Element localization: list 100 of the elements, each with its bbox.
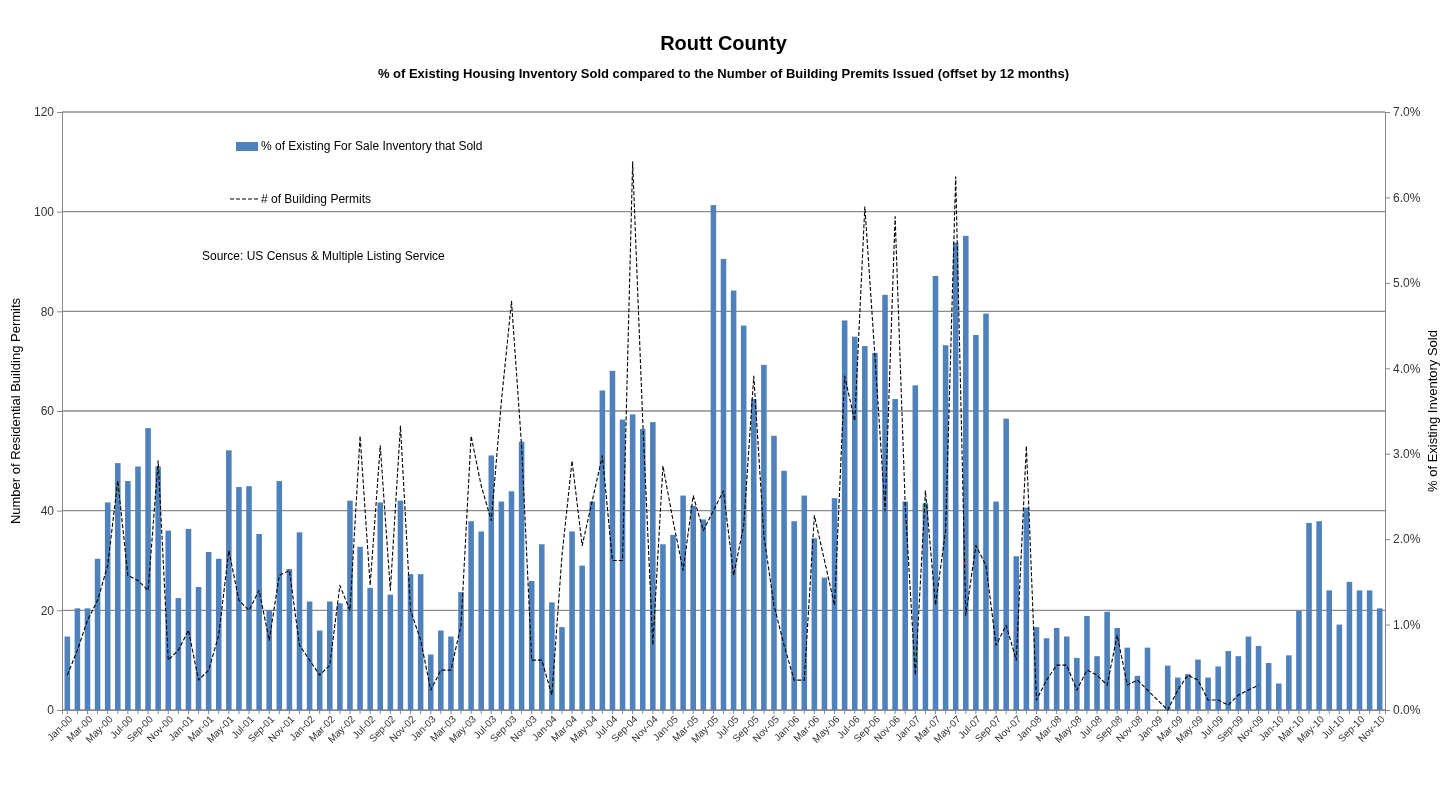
bar bbox=[1074, 657, 1080, 710]
bar bbox=[1255, 645, 1262, 710]
bar bbox=[165, 530, 172, 710]
bar bbox=[710, 205, 717, 710]
bar bbox=[1326, 590, 1332, 710]
bar bbox=[226, 450, 232, 710]
bar bbox=[569, 531, 575, 710]
bar bbox=[882, 294, 888, 710]
bar bbox=[781, 470, 787, 710]
bar bbox=[680, 495, 686, 710]
bar bbox=[468, 521, 474, 710]
bar bbox=[215, 558, 222, 710]
bar bbox=[629, 414, 636, 710]
bar bbox=[993, 501, 999, 710]
bar bbox=[438, 630, 444, 710]
bar bbox=[751, 399, 757, 710]
bar bbox=[1114, 627, 1120, 710]
y-axis-title: Number of Residential Building Permits bbox=[8, 297, 23, 525]
bar bbox=[458, 592, 464, 710]
bar bbox=[872, 352, 878, 710]
bar bbox=[266, 610, 272, 710]
bar bbox=[448, 636, 454, 710]
bar bbox=[862, 346, 868, 710]
bar bbox=[1336, 624, 1343, 710]
y2-tick-label: 3.0% bbox=[1393, 447, 1421, 462]
bar bbox=[145, 428, 151, 710]
bar bbox=[801, 495, 808, 710]
chart-title: Routt County bbox=[660, 32, 788, 54]
bar bbox=[791, 521, 797, 710]
bar bbox=[1104, 611, 1110, 710]
y2-tick-label: 0.0% bbox=[1393, 703, 1421, 718]
bar bbox=[397, 500, 404, 710]
bar bbox=[821, 577, 828, 710]
legend-label: % of Existing For Sale Inventory that Sold bbox=[261, 139, 483, 153]
y2-tick-label: 2.0% bbox=[1393, 532, 1421, 547]
bar bbox=[549, 602, 555, 710]
bar bbox=[135, 466, 141, 710]
y-tick-label: 40 bbox=[40, 504, 55, 519]
bar bbox=[690, 505, 696, 710]
bar bbox=[1013, 556, 1020, 710]
bar bbox=[508, 491, 515, 710]
bar bbox=[1265, 663, 1272, 710]
y2-tick-label: 5.0% bbox=[1393, 276, 1421, 291]
line-series bbox=[66, 161, 1260, 711]
bar bbox=[357, 546, 363, 710]
bar bbox=[236, 487, 242, 710]
bar bbox=[1316, 521, 1322, 710]
bar bbox=[851, 336, 858, 710]
bar bbox=[963, 235, 969, 710]
bar bbox=[427, 654, 434, 710]
bar bbox=[1063, 636, 1070, 710]
bar bbox=[155, 466, 161, 710]
y-tick-label: 20 bbox=[40, 603, 55, 618]
bar bbox=[1094, 656, 1100, 710]
bar bbox=[1003, 418, 1009, 710]
bar bbox=[377, 502, 384, 710]
bar bbox=[639, 428, 646, 710]
y-tick-label: 80 bbox=[40, 304, 55, 319]
bar bbox=[1195, 659, 1201, 710]
bar bbox=[1225, 651, 1232, 710]
bar bbox=[327, 601, 333, 710]
bar bbox=[1366, 590, 1373, 710]
bar bbox=[367, 587, 373, 710]
y2-tick-label: 1.0% bbox=[1393, 617, 1421, 632]
y2-tick-label: 4.0% bbox=[1393, 361, 1421, 376]
bar bbox=[1376, 608, 1383, 710]
bar bbox=[983, 313, 989, 710]
bar bbox=[902, 501, 908, 710]
bar bbox=[1205, 677, 1211, 710]
bar bbox=[1306, 522, 1312, 710]
y2-tick-label: 6.0% bbox=[1393, 190, 1421, 205]
y-tick-label: 60 bbox=[40, 404, 55, 419]
bar bbox=[1215, 666, 1221, 710]
y2-axis-title: % of Existing Inventory Sold bbox=[1425, 330, 1440, 492]
y-tick-label: 120 bbox=[33, 105, 55, 120]
chart-subtitle: % of Existing Housing Inventory Sold compared to the Number of Building Premits Issued (offset by 12 months) bbox=[377, 66, 1070, 81]
bar bbox=[1346, 581, 1353, 710]
bar bbox=[347, 500, 353, 710]
bar bbox=[973, 334, 979, 710]
bar bbox=[337, 603, 343, 710]
bar bbox=[498, 501, 505, 710]
bar bbox=[1275, 683, 1282, 710]
bar bbox=[1356, 590, 1363, 710]
y2-tick-label: 7.0% bbox=[1393, 105, 1421, 120]
bar bbox=[559, 627, 565, 710]
bar bbox=[478, 531, 484, 710]
bar bbox=[761, 364, 767, 710]
bar bbox=[1185, 674, 1191, 710]
bar bbox=[1286, 655, 1292, 710]
bar bbox=[892, 399, 898, 710]
bar bbox=[1084, 616, 1090, 710]
bar bbox=[125, 481, 131, 710]
annotation: Source: US Census & Multiple Listing Service bbox=[202, 249, 446, 263]
bar bbox=[256, 534, 262, 710]
bar bbox=[539, 544, 545, 710]
bar bbox=[246, 486, 252, 710]
bar bbox=[771, 435, 777, 710]
y-tick-label: 100 bbox=[33, 205, 55, 220]
bar bbox=[1296, 610, 1302, 710]
bar bbox=[660, 544, 666, 710]
